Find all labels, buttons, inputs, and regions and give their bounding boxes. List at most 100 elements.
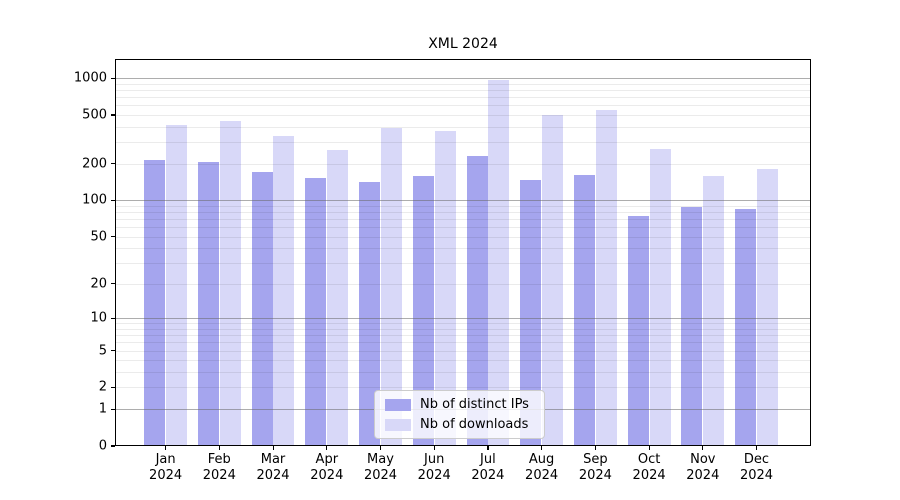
bar-nb-of-downloads-dec [756, 168, 778, 445]
bar-nb-of-distinct-ips-mar [251, 171, 273, 445]
bar-nb-of-downloads-feb [219, 121, 241, 445]
y-tick-mark-10 [111, 317, 115, 319]
minor-gridline-30 [116, 263, 810, 265]
plot-area [115, 59, 811, 446]
minor-gridline-900 [116, 83, 810, 85]
bar-nb-of-distinct-ips-jun [412, 176, 434, 445]
y-tick-mark-5 [111, 350, 115, 352]
bar-nb-of-downloads-may [380, 127, 402, 445]
y-tick-label-100: 100 [82, 192, 107, 208]
y-tick-mark-1000 [111, 77, 115, 79]
y-tick-label-1000: 1000 [73, 70, 107, 86]
y-tick-mark-1 [111, 408, 115, 410]
legend-swatch-icon [385, 398, 411, 411]
bar-nb-of-distinct-ips-nov [681, 206, 703, 445]
bar-nb-of-downloads-nov [703, 176, 725, 445]
minor-gridline-8 [116, 328, 810, 330]
x-tick-mark-aug [541, 446, 543, 450]
legend: Nb of distinct IPs Nb of downloads [374, 390, 545, 439]
bar-nb-of-downloads-sep [595, 109, 617, 445]
x-tick-label-oct: Oct 2024 [632, 452, 666, 483]
chart-title: XML 2024 [428, 36, 498, 52]
minor-gridline-500 [116, 114, 810, 116]
minor-gridline-40 [116, 248, 810, 250]
bar-nb-of-downloads-jun [434, 131, 456, 445]
x-tick-mark-may [380, 446, 382, 450]
x-tick-label-aug: Aug 2024 [525, 452, 559, 483]
bar-nb-of-distinct-ips-oct [627, 216, 649, 445]
minor-gridline-7 [116, 335, 810, 337]
y-tick-mark-0 [111, 445, 115, 447]
minor-gridline-80 [116, 211, 810, 213]
bar-nb-of-downloads-apr [327, 150, 349, 445]
bar-nb-of-distinct-ips-may [359, 182, 381, 445]
minor-gridline-60 [116, 227, 810, 228]
minor-gridline-400 [116, 126, 810, 128]
minor-gridline-200 [116, 163, 810, 165]
minor-gridline-50 [116, 236, 810, 238]
legend-item-downloads: Nb of downloads [385, 417, 534, 432]
y-tick-label-200: 200 [82, 156, 107, 171]
legend-swatch-icon [385, 418, 411, 431]
x-tick-label-nov: Nov 2024 [686, 452, 720, 483]
bar-nb-of-downloads-mar [273, 135, 295, 445]
y-tick-label-20: 20 [90, 276, 107, 292]
x-tick-mark-mar [272, 446, 274, 450]
bar-nb-of-distinct-ips-jan [144, 160, 166, 445]
gridlines-layer [116, 60, 810, 445]
x-tick-label-jul: Jul 2024 [471, 452, 505, 483]
y-tick-label-50: 50 [90, 229, 107, 245]
y-tick-mark-50 [111, 236, 115, 238]
y-tick-mark-2 [111, 386, 115, 389]
bar-nb-of-downloads-jan [166, 124, 187, 445]
x-tick-label-jan: Jan 2024 [149, 452, 183, 483]
major-gridline-1000 [116, 78, 810, 79]
bars-layer [116, 60, 810, 445]
y-tick-label-2: 2 [98, 379, 107, 395]
x-tick-mark-jan [165, 446, 167, 450]
legend-label: Nb of distinct IPs [420, 397, 529, 412]
minor-gridline-4 [116, 360, 810, 362]
bar-nb-of-downloads-jul [488, 79, 510, 445]
x-tick-mark-apr [326, 446, 328, 450]
x-tick-label-may: May 2024 [363, 452, 398, 483]
x-tick-label-jun: Jun 2024 [417, 452, 451, 483]
bar-nb-of-distinct-ips-apr [305, 178, 327, 445]
minor-gridline-6 [116, 342, 810, 344]
y-tick-label-1: 1 [98, 401, 107, 417]
x-tick-mark-dec [756, 446, 758, 450]
legend-label: Nb of downloads [420, 417, 529, 432]
y-tick-label-0: 0 [98, 438, 107, 454]
minor-gridline-300 [116, 142, 810, 143]
bar-nb-of-distinct-ips-feb [197, 162, 219, 445]
y-tick-label-10: 10 [90, 310, 107, 326]
y-tick-mark-500 [111, 114, 115, 116]
x-tick-mark-jul [487, 446, 489, 450]
minor-gridline-700 [116, 97, 810, 98]
y-tick-label-500: 500 [82, 107, 107, 123]
x-tick-label-dec: Dec 2024 [739, 452, 774, 483]
x-tick-mark-jun [433, 446, 435, 450]
bar-nb-of-downloads-aug [542, 114, 563, 445]
bar-nb-of-distinct-ips-dec [735, 208, 757, 445]
minor-gridline-2 [116, 387, 810, 389]
minor-gridline-600 [116, 105, 810, 107]
minor-gridline-3 [116, 372, 810, 374]
y-tick-mark-200 [111, 163, 115, 165]
x-tick-label-mar: Mar 2024 [256, 452, 290, 483]
x-tick-mark-oct [648, 446, 650, 450]
bar-nb-of-distinct-ips-jul [466, 155, 488, 445]
x-tick-label-feb: Feb 2024 [202, 452, 236, 483]
major-gridline-10 [116, 318, 810, 320]
bar-nb-of-distinct-ips-sep [574, 175, 595, 445]
minor-gridline-5 [116, 350, 810, 352]
minor-gridline-9 [116, 323, 810, 325]
x-tick-label-apr: Apr 2024 [310, 452, 344, 483]
y-tick-label-5: 5 [98, 343, 107, 358]
x-tick-mark-feb [218, 446, 220, 450]
x-tick-mark-sep [594, 446, 597, 450]
minor-gridline-20 [116, 283, 810, 285]
x-tick-mark-nov [702, 446, 704, 450]
legend-item-distinct-ips: Nb of distinct IPs [385, 397, 534, 412]
